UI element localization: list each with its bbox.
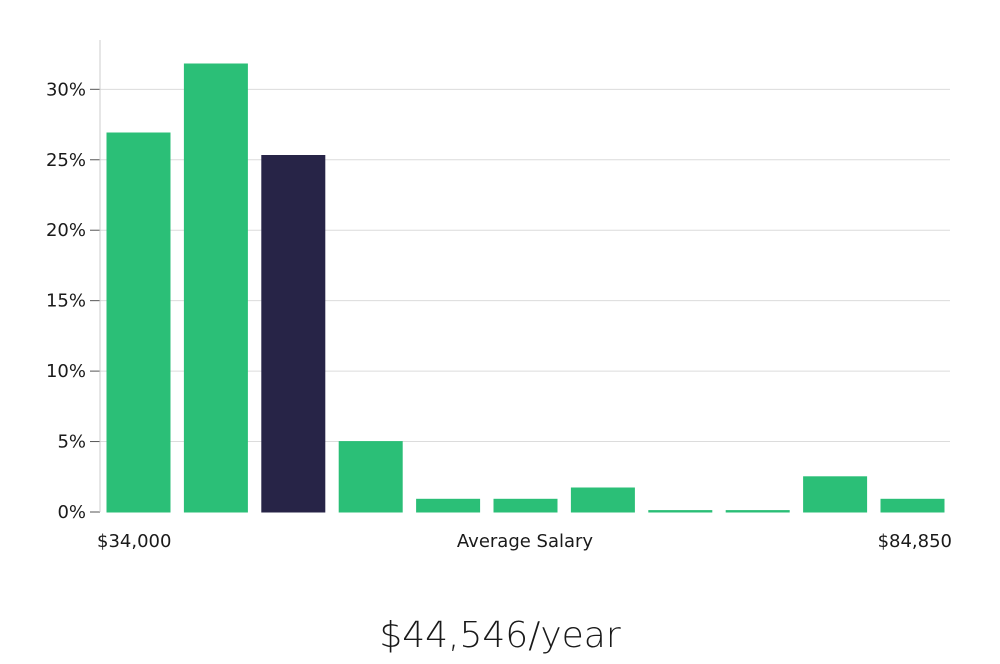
bar: [183, 63, 248, 513]
y-tick-label: 30%: [46, 79, 86, 100]
y-tick-label: 15%: [46, 291, 86, 312]
y-tick-label: 5%: [57, 432, 86, 453]
bar: [880, 498, 945, 513]
average-salary-value: $44,546/year: [379, 615, 621, 656]
y-tick-label: 20%: [46, 220, 86, 241]
bar: [338, 441, 403, 513]
bars: [106, 63, 945, 513]
bar: [416, 498, 481, 513]
x-axis-title: Average Salary: [457, 531, 594, 552]
y-tick-label: 10%: [46, 361, 86, 382]
bar: [648, 510, 713, 513]
x-min-label: $34,000: [97, 531, 171, 552]
bar: [106, 132, 171, 513]
y-tick-label: 25%: [46, 150, 86, 171]
bar: [493, 498, 558, 513]
bar: [803, 476, 868, 513]
y-axis-ticks: 0% 5% 10% 15% 20% 25% 30%: [46, 79, 100, 523]
bar: [725, 510, 790, 513]
salary-histogram: 0% 5% 10% 15% 20% 25% 30% $34,000 Average Sala…: [46, 40, 952, 552]
y-tick-label: 0%: [57, 502, 86, 523]
x-max-label: $84,850: [878, 531, 952, 552]
bar: [570, 487, 635, 513]
bar-highlighted: [261, 155, 326, 513]
